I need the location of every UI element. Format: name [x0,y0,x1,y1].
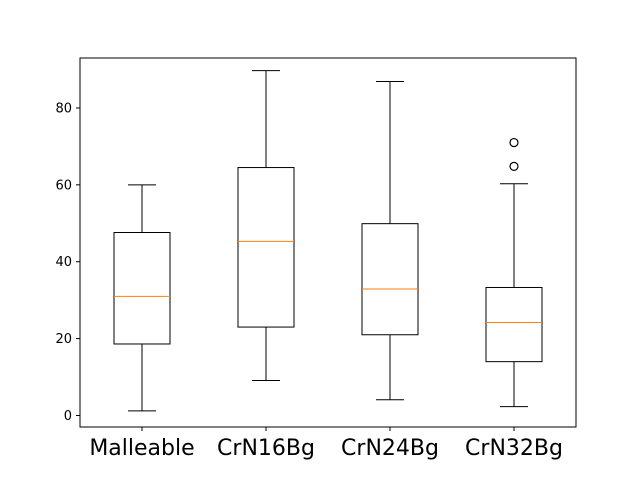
x-tick-label: CrN16Bg [217,436,315,461]
iqr-box [485,286,543,363]
y-tick-label: 20 [55,332,72,347]
iqr-box [113,232,171,345]
y-tick-label: 40 [55,255,72,270]
y-axis: 0 20 40 60 80 [55,101,80,424]
outlier-point [509,161,519,171]
iqr-box [361,223,419,336]
iqr-box [237,167,295,328]
y-tick-label: 0 [64,409,72,424]
x-tick-label: CrN32Bg [465,436,563,461]
x-tick-label: CrN24Bg [341,436,439,461]
outlier-point [509,137,519,148]
boxes [113,70,543,412]
x-tick-label: Malleable [89,436,194,461]
x-axis: Malleable CrN16Bg CrN24Bg CrN32Bg [89,427,563,461]
plot-area [79,57,577,428]
y-tick-label: 60 [55,178,72,193]
y-tick-label: 80 [55,101,72,116]
